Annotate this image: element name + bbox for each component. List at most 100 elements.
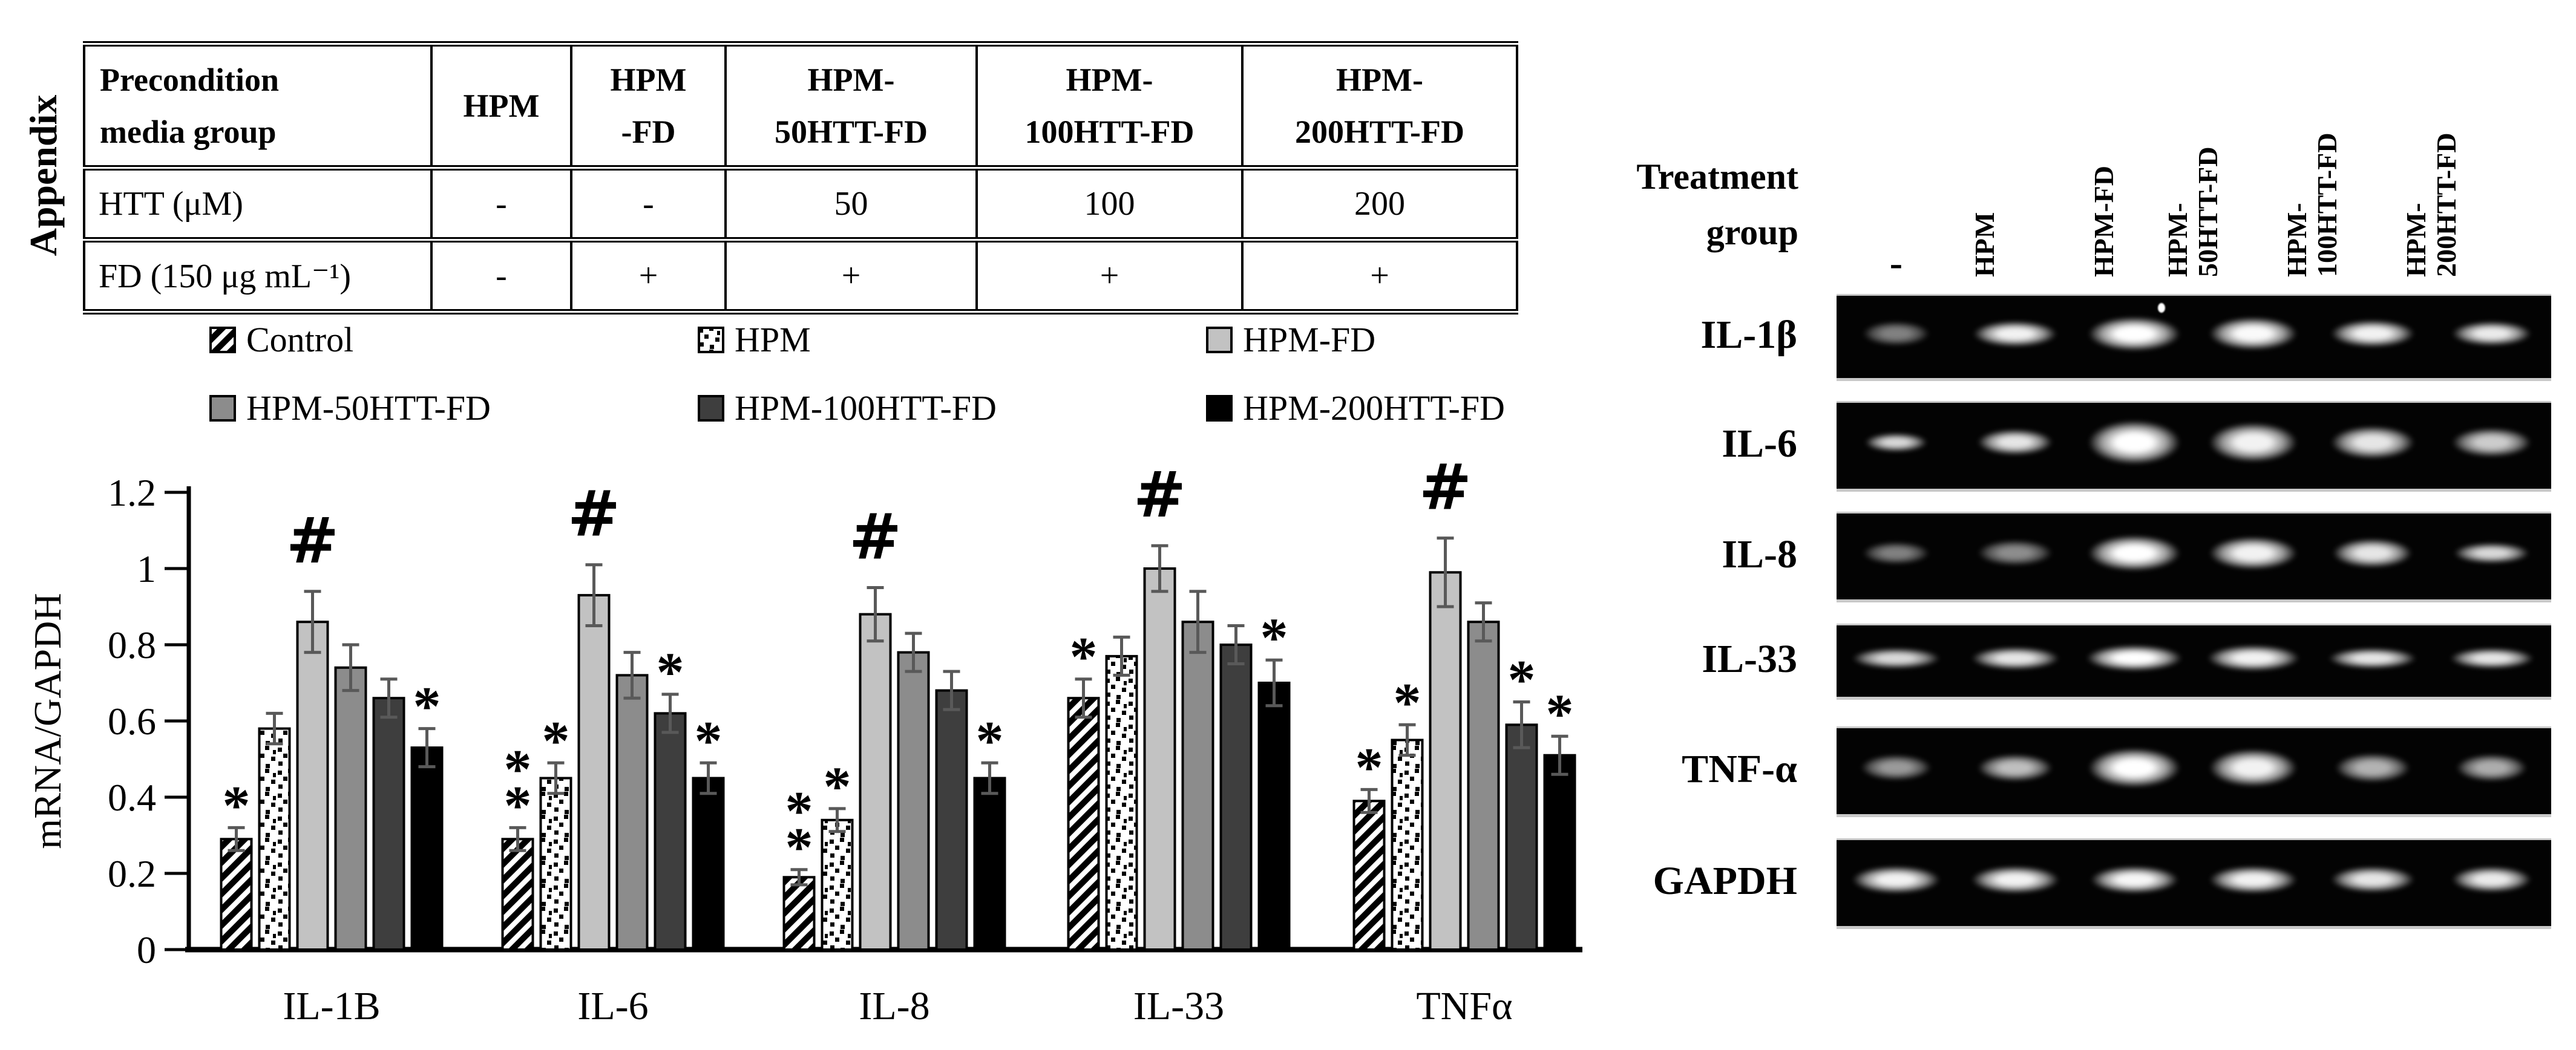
legend-item-HPM: HPM xyxy=(697,319,811,360)
gel-band xyxy=(2075,311,2194,356)
error-bar xyxy=(867,586,884,643)
gel-band xyxy=(2197,313,2310,354)
bar-IL-6-HPM xyxy=(539,777,572,951)
asterisk-annotation: * xyxy=(657,641,684,703)
legend-label: Control xyxy=(246,320,354,359)
hash-annotation: # xyxy=(568,477,620,551)
asterisk-annotation: * xyxy=(1508,649,1536,711)
error-bar xyxy=(1075,677,1092,719)
bar-IL-33-HPM-50HTT-FD xyxy=(1181,621,1214,951)
lane-label-control: - xyxy=(1889,241,1903,284)
gel-band xyxy=(1967,426,2064,459)
table-cell: 50 xyxy=(724,165,978,243)
asterisk-annotation: * xyxy=(542,709,570,771)
x-category-label-IL-33: IL-33 xyxy=(1133,984,1224,1028)
gel-band xyxy=(1839,862,1953,898)
legend-swatch xyxy=(1206,394,1233,422)
asterisk-annotation: * xyxy=(695,709,723,771)
lane-label-HPM-50HTT-FD: HPM- 50HTT-FD xyxy=(2161,146,2223,277)
precondition-table: Precondition media group HPM HPM -FD HPM… xyxy=(83,41,1518,315)
y-tick-label: 0.6 xyxy=(108,700,156,743)
error-bar xyxy=(1513,700,1530,749)
bar-IL-8-HPM-100HTT-FD xyxy=(935,689,968,951)
asterisk-annotation: * xyxy=(976,709,1004,771)
asterisk-annotation: * xyxy=(785,780,813,842)
asterisk-annotation: * xyxy=(824,755,851,817)
gel-box-IL-33 xyxy=(1837,624,2551,700)
error-bar xyxy=(266,711,283,746)
error-bar xyxy=(418,727,436,769)
table-row-htt: HTT (μM) - - 50 100 200 xyxy=(83,165,1518,243)
gel-band xyxy=(1967,750,2064,786)
appendix-label: Appendix xyxy=(22,94,65,256)
hash-annotation: # xyxy=(286,504,339,578)
bar-IL-1B-HPM-50HTT-FD xyxy=(334,666,367,951)
legend-swatch xyxy=(209,394,236,422)
gel-band xyxy=(2443,540,2540,566)
bar-TNFα-HPM-50HTT-FD xyxy=(1467,621,1500,951)
legend-label: HPM-200HTT-FD xyxy=(1243,388,1505,428)
y-tick-label: 1 xyxy=(137,547,156,590)
hash-annotation: # xyxy=(849,500,902,574)
gel-band xyxy=(2318,316,2427,351)
error-bar xyxy=(342,643,359,693)
error-bar xyxy=(1437,536,1454,608)
x-category-label-TNFα: TNFα xyxy=(1416,984,1512,1028)
gel-band xyxy=(1855,430,1937,455)
legend-swatch xyxy=(209,326,236,353)
asterisk-annotation: * xyxy=(1260,607,1288,668)
gel-band xyxy=(2321,534,2424,572)
table-row-fd: FD (150 μg mL⁻¹) - + + + + xyxy=(83,237,1518,315)
error-bar xyxy=(623,651,641,700)
legend-label: HPM-50HTT-FD xyxy=(246,388,491,428)
legend-label: HPM-100HTT-FD xyxy=(735,388,997,428)
lane-label-HPM: HPM xyxy=(1969,212,2001,277)
gel-band xyxy=(2194,642,2313,675)
error-bar xyxy=(509,826,526,852)
lane-label-HPM-FD: HPM-FD xyxy=(2088,166,2120,277)
table-cell: - xyxy=(430,165,572,243)
gel-box-TNF-α xyxy=(1837,726,2551,817)
hash-annotation: # xyxy=(1419,451,1472,524)
gel-band xyxy=(2075,742,2194,793)
asterisk-annotation: * xyxy=(1394,671,1421,733)
asterisk-annotation: * xyxy=(413,676,441,737)
y-tick-label: 0.8 xyxy=(108,624,156,667)
table-cell: - xyxy=(570,165,727,243)
gel-band xyxy=(2316,645,2430,671)
gel-band xyxy=(2197,743,2310,792)
gel-band xyxy=(1958,644,2072,673)
bar-TNFα-Control xyxy=(1352,800,1386,951)
lane-label-HPM-200HTT-FD: HPM- 200HTT-FD xyxy=(2400,132,2462,277)
bar-IL-33-Control xyxy=(1067,697,1100,951)
gel-band xyxy=(2075,414,2194,471)
gel-box-IL-6 xyxy=(1837,401,2551,492)
gel-band xyxy=(2072,642,2197,675)
bar-TNFα-HPM xyxy=(1391,739,1424,951)
error-bar xyxy=(905,631,922,673)
error-bar xyxy=(1227,624,1245,665)
legend-swatch xyxy=(1206,326,1233,353)
gel-band xyxy=(2440,863,2543,896)
gel-band xyxy=(2437,645,2546,671)
gel-row-label-IL-8: IL-8 xyxy=(1722,532,1797,576)
bar-IL-33-HPM-FD xyxy=(1143,567,1176,951)
gel-band xyxy=(2440,318,2543,349)
asterisk-annotation: * xyxy=(1355,736,1383,798)
table-row-htt-label: HTT (μM) xyxy=(83,165,433,243)
table-col-hpm-200htt-fd: HPM- 200HTT-FD xyxy=(1241,41,1518,171)
asterisk-annotation: * xyxy=(504,738,532,800)
gel-band xyxy=(1850,751,1942,784)
error-bar xyxy=(1551,734,1568,776)
gel-row-label-IL-1β: IL-1β xyxy=(1700,313,1797,357)
bar-IL-6-HPM-FD xyxy=(577,594,611,951)
gel-row-label-IL-33: IL-33 xyxy=(1702,637,1797,681)
gel-band xyxy=(1853,318,1939,349)
error-bar xyxy=(1398,723,1416,757)
asterisk-annotation: * xyxy=(1546,683,1574,745)
y-axis-label: mRNA/GAPDH xyxy=(26,593,69,849)
gel-band xyxy=(1853,538,1939,567)
gel-band xyxy=(2077,862,2191,898)
error-bar xyxy=(547,761,565,795)
table-corner-line2: media group xyxy=(100,114,277,150)
